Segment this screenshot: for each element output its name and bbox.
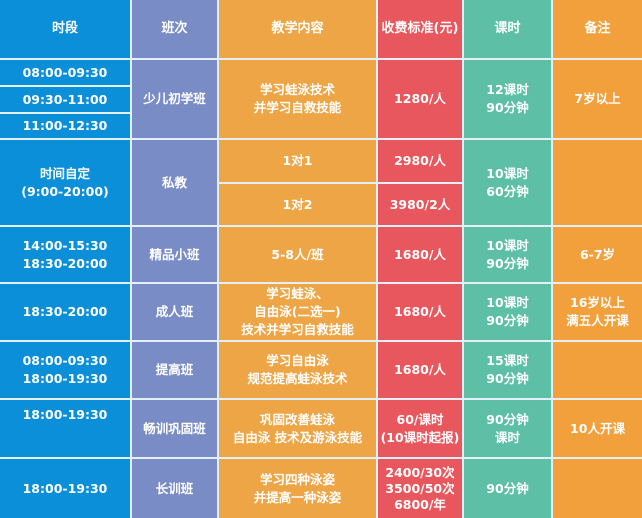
time-cell: 18:00-19:30: [0, 400, 130, 457]
note-cell: 10人开课: [553, 400, 642, 457]
class-cell: 畅训巩固班: [132, 400, 217, 457]
fee-cell: 60/课时 (10课时起报): [378, 400, 462, 457]
note-cell: 7岁以上: [553, 60, 642, 138]
time-cell: 08:00-09:30: [0, 60, 130, 85]
note-cell: 16岁以上 满五人开课: [553, 284, 642, 340]
fee-cell: 3980/2人: [378, 184, 462, 225]
note-cell: [553, 459, 642, 518]
fee-cell: 2980/人: [378, 140, 462, 182]
class-cell: 少儿初学班: [132, 60, 217, 138]
fee-cell: 1680/人: [378, 342, 462, 398]
time-cell: 09:30-11:00: [0, 87, 130, 112]
content-cell: 学习四种泳姿 并提高一种泳姿: [219, 459, 376, 518]
content-cell: 巩固改善蛙泳 自由泳 技术及游泳技能: [219, 400, 376, 457]
fee-cell: 1680/人: [378, 284, 462, 340]
class-cell: 私教: [132, 140, 217, 225]
class-cell: 长训班: [132, 459, 217, 518]
header-hours: 课时: [464, 0, 551, 58]
note-cell: [553, 342, 642, 398]
hours-cell: 10课时 90分钟: [464, 227, 551, 282]
time-cell: 18:00-19:30: [0, 459, 130, 518]
time-cell: 18:30-20:00: [0, 284, 130, 340]
class-cell: 提高班: [132, 342, 217, 398]
note-cell: [553, 140, 642, 225]
header-class: 班次: [132, 0, 217, 58]
content-cell: 学习蛙泳、 自由泳(二选一) 技术并学习自救技能: [219, 284, 376, 340]
fee-cell: 1680/人: [378, 227, 462, 282]
content-cell: 学习自由泳 规范提高蛙泳技术: [219, 342, 376, 398]
header-note: 备注: [553, 0, 642, 58]
header-fee: 收费标准(元): [378, 0, 462, 58]
content-cell: 1对2: [219, 184, 376, 225]
time-cell: 11:00-12:30: [0, 114, 130, 138]
hours-cell: 90分钟: [464, 459, 551, 518]
content-cell: 学习蛙泳技术 并学习自救技能: [219, 60, 376, 138]
content-cell: 5-8人/班: [219, 227, 376, 282]
fee-cell: 1280/人: [378, 60, 462, 138]
hours-cell: 12课时 90分钟: [464, 60, 551, 138]
content-cell: 1对1: [219, 140, 376, 182]
header-content: 教学内容: [219, 0, 376, 58]
note-cell: 6-7岁: [553, 227, 642, 282]
time-cell: 时间自定 (9:00-20:00): [0, 140, 130, 225]
hours-cell: 10课时 60分钟: [464, 140, 551, 225]
class-cell: 精品小班: [132, 227, 217, 282]
hours-cell: 10课时 90分钟: [464, 284, 551, 340]
time-cell: 08:00-09:30 18:00-19:30: [0, 342, 130, 398]
hours-cell: 90分钟 课时: [464, 400, 551, 457]
time-cell: 14:00-15:30 18:30-20:00: [0, 227, 130, 282]
fee-cell: 2400/30次 3500/50次 6800/年: [378, 459, 462, 518]
class-cell: 成人班: [132, 284, 217, 340]
header-time: 时段: [0, 0, 130, 58]
hours-cell: 15课时 90分钟: [464, 342, 551, 398]
